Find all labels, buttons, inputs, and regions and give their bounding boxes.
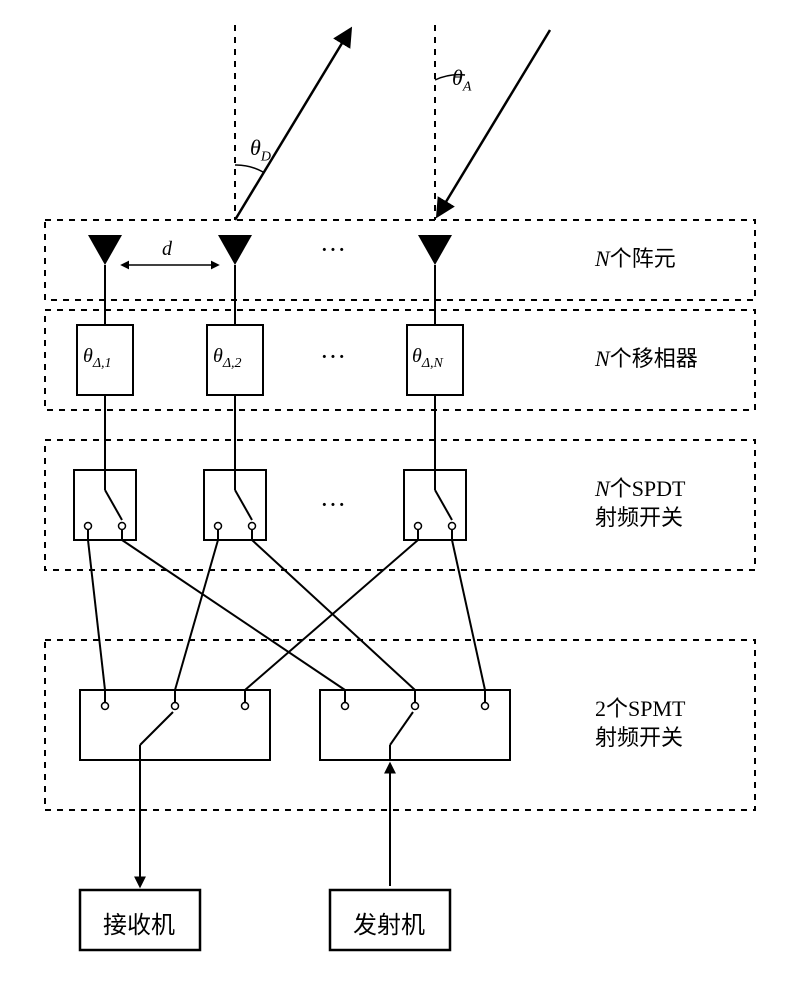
- shifter-dots: ···: [320, 342, 346, 372]
- spdt-1: [74, 470, 136, 540]
- row-spmt: 2个SPMT射频开关: [595, 695, 685, 752]
- spmt-tx: [320, 690, 510, 760]
- theta-a-label: θA: [452, 65, 471, 95]
- shifter-n: θΔ,N: [412, 345, 443, 372]
- row-antennas: N个阵元: [595, 245, 676, 274]
- shifter-1: θΔ,1: [83, 345, 112, 372]
- shifter-2: θΔ,2: [213, 345, 242, 372]
- antenna-array-diagram: θD θA d ··· θΔ,1 θΔ,2 θΔ,N ··· ··· N个阵元 …: [20, 20, 780, 980]
- rx-label: 接收机: [103, 905, 175, 940]
- row-spdt: N个SPDT射频开关: [595, 475, 686, 532]
- spdt-2: [204, 470, 266, 540]
- row-shifters: N个移相器: [595, 345, 698, 374]
- tx-label: 发射机: [353, 905, 425, 940]
- theta-d-label: θD: [250, 135, 271, 165]
- spacing-d: d: [162, 238, 172, 261]
- spdt-n: [404, 470, 466, 540]
- antenna-dots: ···: [320, 235, 346, 265]
- spmt-rx: [80, 690, 270, 760]
- spdt-dots: ···: [320, 490, 346, 520]
